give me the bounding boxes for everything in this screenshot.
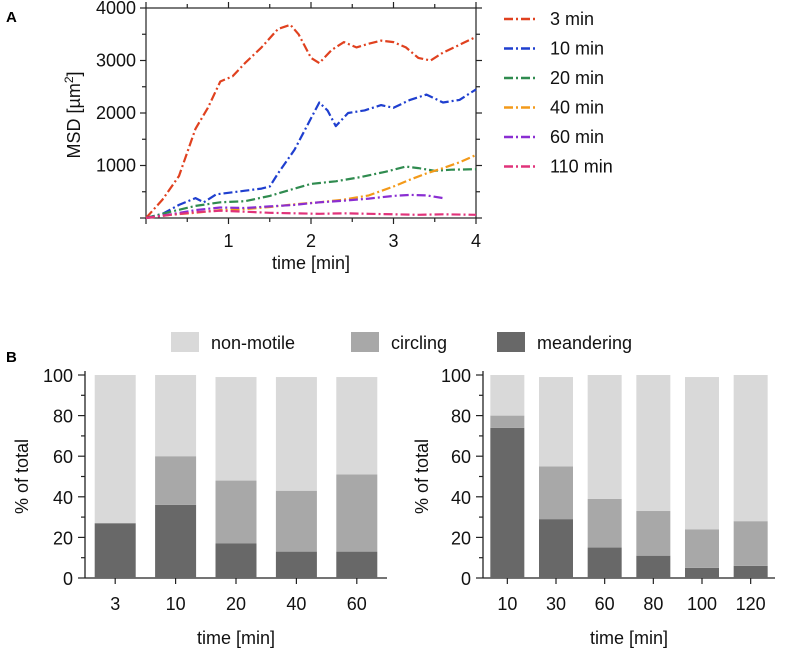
x-axis-label: time [min]: [197, 628, 275, 648]
bar-segment-circling: [155, 456, 197, 505]
bar-segment-non-motile: [94, 375, 136, 524]
y-tick-label: 20: [451, 528, 471, 548]
y-axis-label: % of total: [12, 439, 32, 514]
series-line-3-min: [145, 23, 477, 219]
bar-segment-circling: [490, 415, 525, 428]
y-tick-label: 20: [53, 528, 73, 548]
bar-segment-non-motile: [636, 375, 671, 512]
y-tick-label: 100: [441, 366, 471, 386]
y-tick-label: 0: [461, 569, 471, 589]
msd-line-chart: 1 2 3 4 1000 2000 3000 4000 time [min] MSD [µm2] 3…: [62, 0, 613, 273]
x-tick-label: 3: [110, 594, 120, 614]
bar-segment-meandering: [587, 547, 622, 578]
series-line-20-min: [145, 165, 477, 220]
y-tick-label: 60: [53, 447, 73, 467]
y-tick-label: 2000: [96, 103, 136, 123]
stacked-bar-chart-right: 0 20 40 60 80 100 10 30 60 80 100 120 time [min] % of…: [412, 366, 775, 648]
legend-swatch-circling: [351, 332, 379, 352]
x-tick-label: 60: [595, 594, 615, 614]
bar-segment-non-motile: [275, 377, 317, 491]
legend-swatch-meandering: [497, 332, 525, 352]
legend-label: 110 min: [550, 157, 613, 177]
legend-label: 10 min: [550, 39, 604, 59]
x-tick-label: 10: [497, 594, 517, 614]
x-tick-label: 1: [223, 231, 233, 251]
bar-segment-meandering: [155, 504, 197, 578]
bar-segment-circling: [636, 511, 671, 556]
y-tick-label: 40: [451, 488, 471, 508]
y-tick-label: 100: [43, 366, 73, 386]
x-tick-label: 20: [226, 594, 246, 614]
series-line-10-min: [145, 88, 477, 220]
y-tick-label: 60: [451, 447, 471, 467]
y-tick-label: 80: [53, 407, 73, 427]
legend-label: 3 min: [550, 9, 594, 29]
x-tick-label: 100: [687, 594, 717, 614]
legend-label: 40 min: [550, 98, 604, 118]
bar-segment-meandering: [336, 551, 378, 578]
plot-frame: [145, 7, 477, 219]
bar-segment-non-motile: [155, 375, 197, 457]
y-tick-label: 80: [451, 407, 471, 427]
bar-segment-circling: [336, 474, 378, 552]
x-tick-label: 10: [166, 594, 186, 614]
series-line-110-min: [145, 209, 477, 220]
x-tick-label: 30: [546, 594, 566, 614]
bar-segment-non-motile: [539, 377, 573, 467]
bar-segment-circling: [587, 498, 622, 548]
x-tick-label: 80: [643, 594, 663, 614]
x-axis-label: time [min]: [272, 253, 350, 273]
bar-segment-non-motile: [336, 377, 378, 475]
bar-segment-non-motile: [733, 375, 768, 522]
stacked-bar-chart-left: 0 20 40 60 80 100 3 10 20 40 60 time [min] % of tota…: [12, 366, 387, 648]
bar-segment-non-motile: [685, 377, 719, 530]
x-tick-label: 3: [388, 231, 398, 251]
bar-segment-meandering: [215, 543, 257, 578]
bar-segment-non-motile: [215, 377, 257, 481]
y-tick-label: 1000: [96, 156, 136, 176]
bar-segment-meandering: [275, 551, 317, 578]
bar-segment-meandering: [685, 567, 719, 578]
panel-a-label: A: [6, 9, 17, 26]
y-axis-label: % of total: [412, 439, 432, 514]
x-tick-label: 2: [306, 231, 316, 251]
series-line-60-min: [145, 193, 444, 220]
bar-segment-circling: [733, 521, 768, 566]
bar-segment-non-motile: [587, 375, 622, 499]
y-tick-label: 40: [53, 488, 73, 508]
bar-legend: non-motile circling meandering: [171, 332, 632, 353]
legend-label: non-motile: [211, 333, 295, 353]
bar-segment-non-motile: [490, 375, 525, 416]
y-tick-label: 4000: [96, 0, 136, 18]
x-tick-label: 4: [471, 231, 481, 251]
panel-b-label: B: [6, 349, 17, 366]
bar-segment-meandering: [636, 555, 671, 578]
x-tick-label: 40: [286, 594, 306, 614]
legend-label: meandering: [537, 333, 632, 353]
bar-segment-meandering: [490, 427, 525, 578]
bar-segment-meandering: [94, 523, 136, 578]
legend-label: circling: [391, 333, 447, 353]
bar-segment-circling: [539, 466, 573, 520]
y-tick-label: 3000: [96, 51, 136, 71]
bar-segment-meandering: [539, 519, 573, 578]
legend-label: 60 min: [550, 127, 604, 147]
x-tick-label: 120: [736, 594, 766, 614]
series-line-40-min: [145, 153, 477, 220]
bar-segment-circling: [215, 480, 257, 544]
y-axis-label: MSD [µm2]: [62, 71, 84, 158]
bar-segment-meandering: [733, 565, 768, 578]
legend-label: 20 min: [550, 68, 604, 88]
x-tick-label: 60: [347, 594, 367, 614]
y-tick-label: 0: [63, 569, 73, 589]
bar-segment-circling: [685, 529, 719, 568]
legend-swatch-non-motile: [171, 332, 199, 352]
bar-segment-circling: [275, 490, 317, 552]
x-axis-label: time [min]: [590, 628, 668, 648]
